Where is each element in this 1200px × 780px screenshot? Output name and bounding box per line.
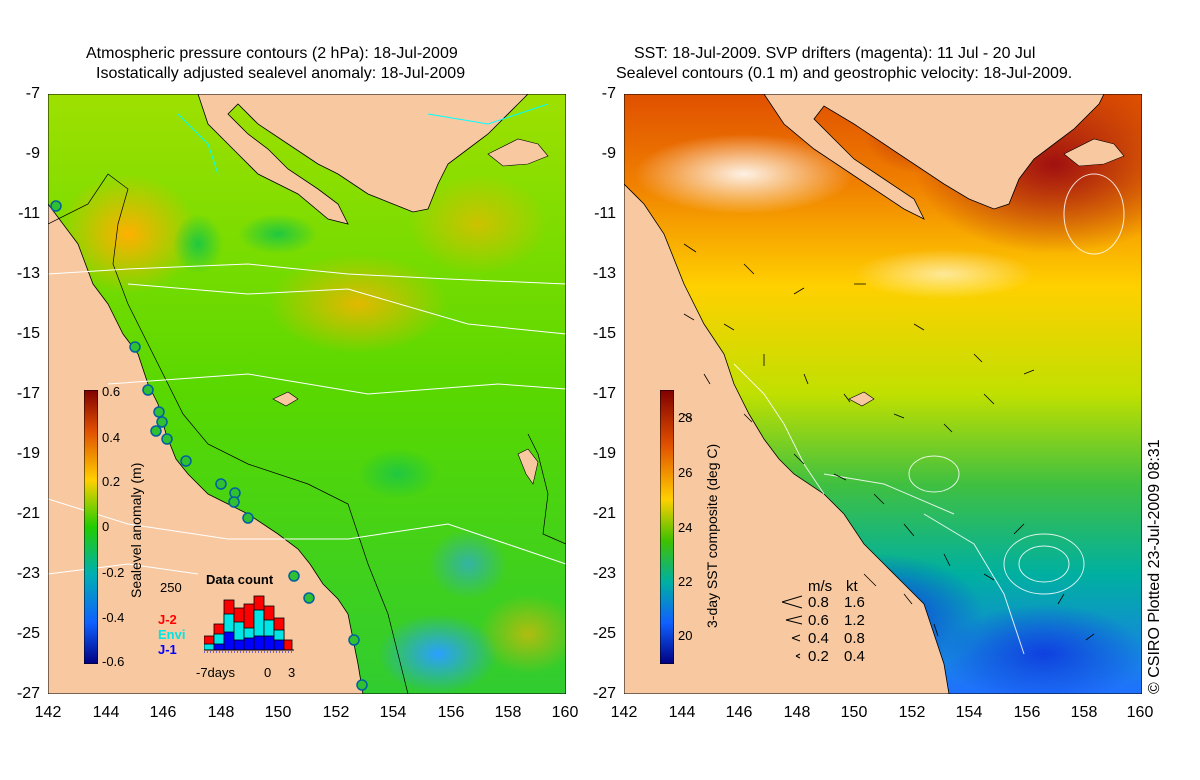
left-x-tick-3: 148: [207, 704, 235, 721]
left-cb-tick-2: 0.2: [102, 474, 121, 489]
left-land-australia: [48, 204, 363, 694]
left-y-tick-7: -21: [16, 505, 40, 522]
left-y-tick-8: -23: [16, 565, 40, 582]
vkey-kt-2: 0.8: [844, 630, 865, 647]
left-x-tick-0: 142: [34, 704, 62, 721]
left-y-tick-0: -7: [25, 85, 40, 102]
left-map: [48, 94, 566, 694]
right-y-tick-2: -11: [594, 205, 616, 222]
right-y-tick-5: -17: [592, 385, 616, 402]
right-colorbar-label: 3-day SST composite (deg C): [704, 443, 720, 628]
vkey-ms-0: 0.8: [808, 594, 829, 611]
right-cb-tick-4: 20: [678, 628, 693, 643]
right-y-tick-7: -21: [592, 505, 616, 522]
histogram-x-2: 3: [288, 665, 296, 680]
left-cb-tick-5: -0.4: [102, 610, 125, 625]
left-y-tick-6: -19: [16, 445, 40, 462]
left-x-tick-9: 160: [551, 704, 579, 721]
vkey-kt-3: 0.4: [844, 648, 865, 665]
vkey-ms-3: 0.2: [808, 648, 829, 665]
vkey-kt-0: 1.6: [844, 594, 865, 611]
vkey-ms-2: 0.4: [808, 630, 829, 647]
left-x-tick-8: 158: [494, 704, 522, 721]
right-y-tick-1: -9: [601, 145, 616, 162]
right-x-tick-2: 146: [725, 704, 753, 721]
right-x-tick-9: 160: [1126, 704, 1154, 721]
left-x-tick-2: 146: [149, 704, 177, 721]
right-y-tick-3: -13: [592, 265, 616, 282]
left-x-tick-6: 154: [379, 704, 407, 721]
legend-j2: J-2: [158, 612, 177, 627]
right-cb-tick-0: 28: [678, 410, 693, 425]
right-y-tick-4: -15: [592, 325, 616, 342]
legend-j1: J-1: [158, 642, 177, 657]
left-y-tick-3: -13: [16, 265, 40, 282]
velocity-key-arrows: [781, 595, 803, 659]
left-y-tick-5: -17: [16, 385, 40, 402]
right-x-tick-3: 148: [783, 704, 811, 721]
left-y-tick-2: -11: [18, 205, 40, 222]
left-cb-tick-0: 0.6: [102, 384, 121, 399]
right-y-tick-6: -19: [592, 445, 616, 462]
right-x-tick-4: 150: [840, 704, 868, 721]
csiro-credit: © CSIRO Plotted 23-Jul-2009 08:31: [1146, 439, 1163, 694]
right-x-tick-1: 144: [668, 704, 696, 721]
left-x-tick-1: 144: [92, 704, 120, 721]
histogram-x-1: 0: [264, 665, 272, 680]
left-x-tick-5: 152: [322, 704, 350, 721]
histogram-ymax: 250: [160, 580, 182, 595]
right-land-new-guinea: [624, 94, 1105, 220]
left-cb-tick-3: 0: [102, 519, 110, 534]
vkey-header-ms: m/s: [808, 578, 833, 595]
right-title-line2: Sealevel contours (0.1 m) and geostrophi…: [616, 65, 1073, 82]
right-cb-tick-2: 24: [678, 520, 693, 535]
left-title-line2: Isostatically adjusted sealevel anomaly:…: [96, 65, 466, 82]
right-x-tick-8: 158: [1070, 704, 1098, 721]
right-map: [624, 94, 1142, 694]
left-colorbar-label: Sealevel anomaly (m): [128, 462, 144, 598]
vkey-header-kt: kt: [846, 578, 858, 595]
histogram-title: Data count: [206, 572, 274, 587]
left-y-tick-1: -9: [25, 145, 40, 162]
histogram-x-0: -7days: [196, 665, 236, 680]
histogram: [204, 595, 294, 653]
left-y-tick-9: -25: [16, 625, 40, 642]
right-x-tick-6: 154: [955, 704, 983, 721]
legend-envi: Envi: [158, 627, 186, 642]
left-cb-tick-1: 0.4: [102, 430, 121, 445]
left-x-tick-7: 156: [437, 704, 465, 721]
vkey-ms-1: 0.6: [808, 612, 829, 629]
right-colorbar: [660, 390, 674, 664]
right-cb-tick-3: 22: [678, 574, 693, 589]
left-title-line1: Atmospheric pressure contours (2 hPa): 1…: [86, 45, 458, 62]
right-y-tick-10: -27: [592, 685, 616, 702]
left-land-new-guinea: [48, 94, 529, 225]
right-y-tick-0: -7: [601, 85, 616, 102]
left-y-tick-4: -15: [16, 325, 40, 342]
left-tide-gauges: [50, 200, 368, 691]
right-x-tick-7: 156: [1013, 704, 1041, 721]
velocity-arrows: [683, 243, 1095, 641]
right-x-tick-5: 152: [898, 704, 926, 721]
right-title-line1: SST: 18-Jul-2009. SVP drifters (magenta)…: [634, 45, 1036, 62]
right-x-tick-0: 142: [610, 704, 638, 721]
left-cb-tick-6: -0.6: [102, 654, 125, 669]
left-cb-tick-4: -0.2: [102, 565, 125, 580]
right-land-australia: [624, 183, 950, 694]
right-y-tick-9: -25: [592, 625, 616, 642]
left-y-tick-10: -27: [16, 685, 40, 702]
left-colorbar: [84, 390, 98, 664]
right-y-tick-8: -23: [592, 565, 616, 582]
right-cb-tick-1: 26: [678, 465, 693, 480]
left-x-tick-4: 150: [264, 704, 292, 721]
vkey-kt-1: 1.2: [844, 612, 865, 629]
